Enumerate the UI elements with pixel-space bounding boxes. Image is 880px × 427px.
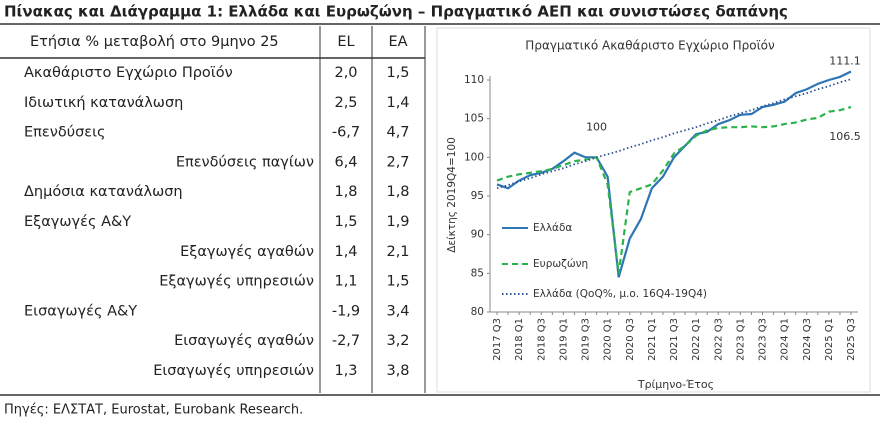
cell: -2,7 <box>332 333 360 349</box>
y-tick-label: 90 <box>471 229 484 241</box>
series-line <box>496 70 852 278</box>
annotation: 106.5 <box>829 130 861 143</box>
x-tick-label: 2024 Q3 <box>802 318 813 361</box>
source: Πηγές: ΕΛΣΤΑΤ, Eurostat, Eurobank Resear… <box>4 403 303 418</box>
x-tick-label: 2019 Q3 <box>581 318 592 361</box>
y-tick-label: 105 <box>464 113 484 125</box>
chart-frame <box>436 27 871 393</box>
table-header: EA <box>388 34 407 50</box>
cell: 4,7 <box>386 125 409 141</box>
legend-label: Ελλάδα <box>533 222 572 234</box>
y-tick-label: 80 <box>471 306 484 318</box>
x-tick-label: 2018 Q1 <box>514 318 525 361</box>
cell: -6,7 <box>332 125 360 141</box>
cell: -1,9 <box>332 303 360 319</box>
cell: 2,7 <box>386 154 409 170</box>
cell: 1,5 <box>386 65 409 81</box>
cell: 3,2 <box>386 333 409 349</box>
cell: 3,4 <box>386 303 409 319</box>
x-tick-label: 2019 Q1 <box>558 318 569 361</box>
cell: 1,4 <box>334 244 357 260</box>
x-tick-label: 2022 Q1 <box>691 318 702 361</box>
x-tick-label: 2020 Q1 <box>603 318 614 361</box>
row-label: Εξαγωγές αγαθών <box>180 244 314 260</box>
x-tick-label: 2021 Q1 <box>647 318 658 361</box>
legend-label: Ευρωζώνη <box>533 258 588 270</box>
x-tick-label: 2020 Q3 <box>625 318 636 361</box>
cell: 3,8 <box>386 363 409 379</box>
row-label: Εξαγωγές Α&Υ <box>24 214 131 230</box>
series-line <box>496 78 852 190</box>
row-label: Ακαθάριστο Εγχώριο Προϊόν <box>24 65 233 81</box>
y-axis-label: Δείκτης 2019Q4=100 <box>446 137 458 253</box>
legend-label: Ελλάδα (QoQ%, μ.ο. 16Q4-19Q4) <box>533 288 707 300</box>
cell: 1,5 <box>386 274 409 290</box>
cell: 1,1 <box>334 274 357 290</box>
table-header: EL <box>337 34 354 50</box>
x-tick-label: 2023 Q1 <box>735 318 746 361</box>
cell: 2,5 <box>334 95 357 111</box>
row-label: Εξαγωγές υπηρεσιών <box>159 274 314 290</box>
cell: 6,4 <box>334 154 357 170</box>
row-label: Ιδιωτική κατανάλωση <box>24 95 183 111</box>
row-label: Επενδύσεις παγίων <box>176 154 314 170</box>
series-line <box>496 106 852 274</box>
cell: 1,3 <box>334 363 357 379</box>
cell: 1,8 <box>334 184 357 200</box>
y-tick-label: 95 <box>471 190 484 202</box>
annotation: 100 <box>586 120 607 133</box>
page-title: Πίνακας και Διάγραμμα 1: Ελλάδα και Ευρω… <box>4 3 788 21</box>
x-tick-label: 2022 Q3 <box>713 318 724 361</box>
row-label: Εισαγωγές Α&Υ <box>24 303 137 319</box>
chart-title: Πραγματικό Ακαθάριστο Εγχώριο Προϊόν <box>525 39 775 53</box>
cell: 2,0 <box>334 65 357 81</box>
y-tick-label: 85 <box>471 267 484 279</box>
x-tick-label: 2025 Q1 <box>824 318 835 361</box>
x-tick-label: 2023 Q3 <box>758 318 769 361</box>
y-tick-label: 100 <box>464 151 484 163</box>
x-axis-label: Τρίμηνο-Έτος <box>637 378 714 391</box>
x-tick-label: 2025 Q3 <box>846 318 857 361</box>
row-label: Εισαγωγές υπηρεσιών <box>153 363 314 379</box>
row-label: Εισαγωγές αγαθών <box>174 333 314 349</box>
row-label: Δημόσια κατανάλωση <box>24 184 183 200</box>
table-header: Ετήσια % μεταβολή στο 9μηνο 25 <box>30 34 279 50</box>
x-tick-label: 2021 Q3 <box>669 318 680 361</box>
cell: 1,4 <box>386 95 409 111</box>
cell: 2,1 <box>386 244 409 260</box>
x-tick-label: 2017 Q3 <box>492 318 503 361</box>
y-tick-label: 110 <box>464 74 484 86</box>
x-tick-label: 2018 Q3 <box>536 318 547 361</box>
x-tick-label: 2024 Q1 <box>780 318 791 361</box>
row-label: Επενδύσεις <box>24 125 106 141</box>
cell: 1,5 <box>334 214 357 230</box>
cell: 1,8 <box>386 184 409 200</box>
cell: 1,9 <box>386 214 409 230</box>
annotation: 111.1 <box>829 54 861 67</box>
